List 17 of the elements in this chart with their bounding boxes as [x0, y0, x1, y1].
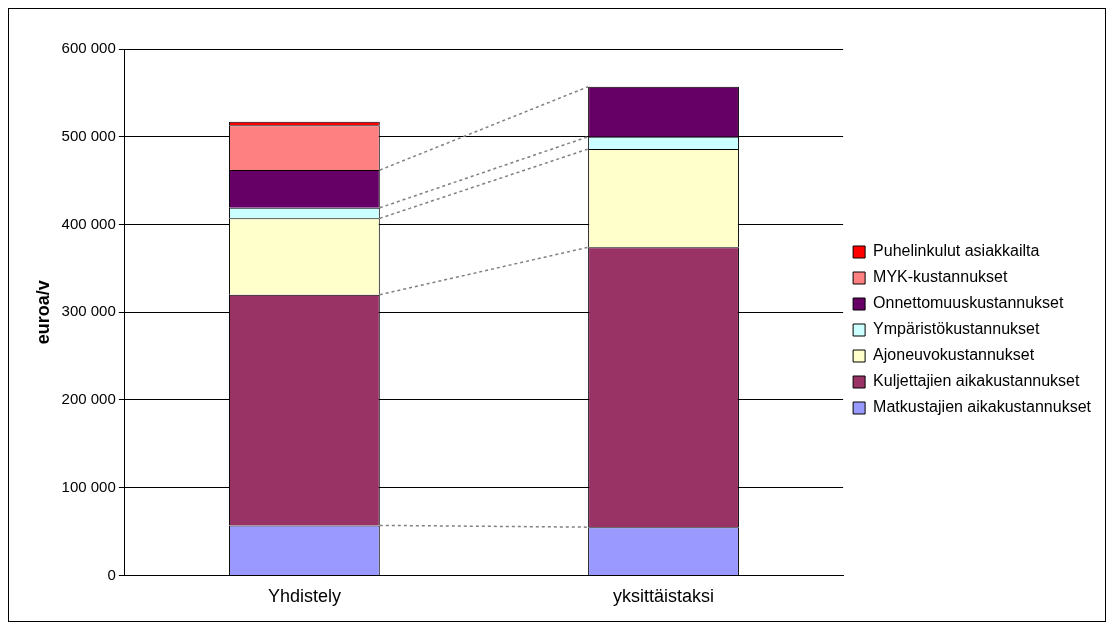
legend-label: Kuljettajien aikakustannukset	[873, 372, 1081, 390]
y-tick-label: 200 000	[61, 390, 116, 408]
x-tick-label: yksittäistaksi	[613, 586, 715, 607]
legend-label: Onnettomuuskustannukset	[873, 294, 1064, 312]
y-tick-label: 400 000	[61, 214, 116, 232]
legend-label: MYK-kustannukset	[873, 268, 1008, 286]
legend-label: Ajoneuvokustannukset	[873, 346, 1035, 364]
y-tick-label: 100 000	[61, 477, 116, 495]
legend-label: Puhelinkulut asiakkailta	[873, 242, 1040, 260]
legend-label: Matkustajien aikakustannukset	[873, 398, 1092, 416]
y-axis-title: euroa/v	[32, 280, 53, 345]
y-tick-label: 0	[107, 565, 116, 583]
y-tick-label: 300 000	[61, 302, 116, 320]
y-tick-label: 600 000	[61, 39, 116, 57]
y-tick-label: 500 000	[61, 126, 116, 144]
x-tick-label: Yhdistely	[267, 586, 341, 607]
legend-label: Ympäristökustannukset	[873, 320, 1040, 338]
